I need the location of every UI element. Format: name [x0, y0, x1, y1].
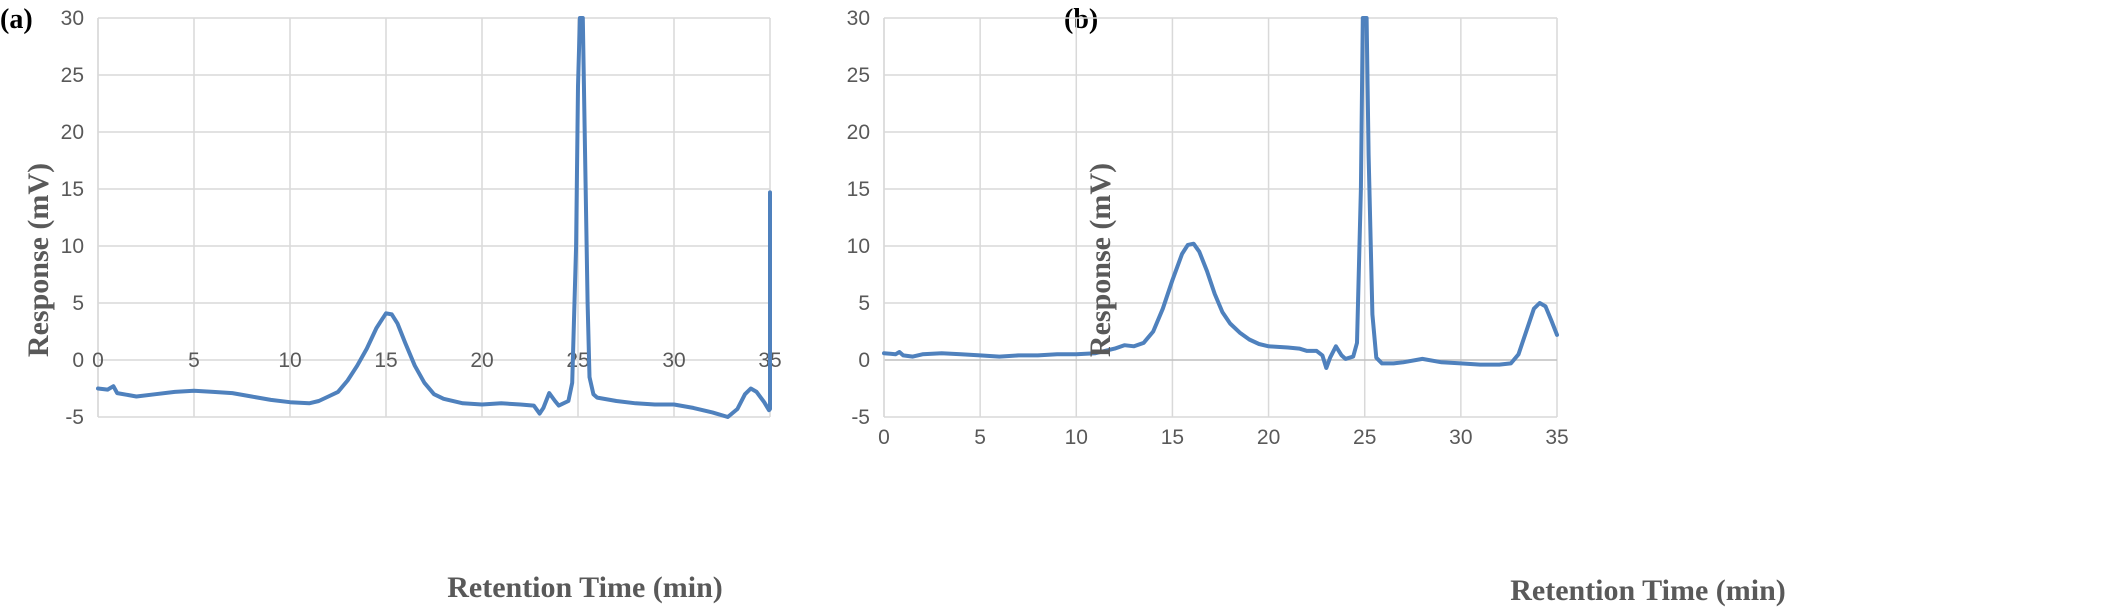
panel-a-x-tick-label: 20: [470, 349, 493, 372]
panel-a-x-tick-label: 10: [278, 349, 301, 372]
panel-b-x-axis-title: Retention Time (min): [1510, 574, 1786, 607]
panel-b-tick-labels: 0 5 10 15 20 25 30 35 -5 0 5 10 15 20 25 30: [847, 7, 1569, 449]
panel-b-x-tick-label: 25: [1353, 426, 1376, 449]
panel-a-x-tick-label: 15: [374, 349, 397, 372]
panel-a-y-tick-label: 10: [61, 235, 84, 258]
panel-b-y-tick-label: 30: [847, 7, 870, 30]
panel-a-y-tick-label: 5: [72, 292, 84, 315]
panel-b-x-tick-label: 35: [1545, 426, 1568, 449]
panel-a-y-tick-label: 30: [61, 7, 84, 30]
panel-a-y-tick-label: 0: [72, 349, 84, 372]
panel-a-x-tick-label: 25: [566, 349, 589, 372]
panel-b-y-tick-label: 20: [847, 121, 870, 144]
panel-a-label: (a): [0, 4, 33, 35]
panel-b-x-tick-label: 0: [878, 426, 890, 449]
panel-b-series-line: [882, 16, 1559, 370]
panel-a-x-tick-label: 30: [662, 349, 685, 372]
panel-b-y-tick-label: 10: [847, 235, 870, 258]
panel-b-x-tick-label: 30: [1449, 426, 1472, 449]
panel-b-y-axis-title: Response (mV): [1084, 163, 1117, 357]
panel-a-y-tick-label: 20: [61, 121, 84, 144]
panel-a-x-tick-label: 0: [92, 349, 104, 372]
panel-a-x-tick-label: 5: [188, 349, 200, 372]
panel-b: (b) 0 5 10 15 20 25 30 35 -5 0 5 10 15 20 25 30 Retenti…: [847, 4, 1786, 607]
panel-b-y-tick-label: 0: [858, 349, 870, 372]
panel-b-x-tick-label: 5: [974, 426, 986, 449]
panel-b-y-tick-label: 25: [847, 64, 870, 87]
panel-a-y-tick-label: 15: [61, 178, 84, 201]
panel-a-x-axis-title: Retention Time (min): [447, 571, 723, 604]
panel-a-y-tick-label: -5: [65, 406, 84, 429]
panel-b-x-tick-label: 20: [1257, 426, 1280, 449]
panel-b-y-tick-label: 5: [858, 292, 870, 315]
panel-b-y-tick-label: 15: [847, 178, 870, 201]
panel-b-x-tick-label: 15: [1161, 426, 1184, 449]
panel-b-gridlines: [883, 17, 1558, 418]
panel-a-y-tick-label: 25: [61, 64, 84, 87]
panel-a-series-line: [96, 16, 772, 419]
panel-b-label: (b): [1064, 4, 1098, 35]
panel-b-x-tick-label: 10: [1065, 426, 1088, 449]
panel-a-y-axis-title: Response (mV): [22, 163, 55, 357]
panel-b-y-tick-label: -5: [851, 406, 870, 429]
